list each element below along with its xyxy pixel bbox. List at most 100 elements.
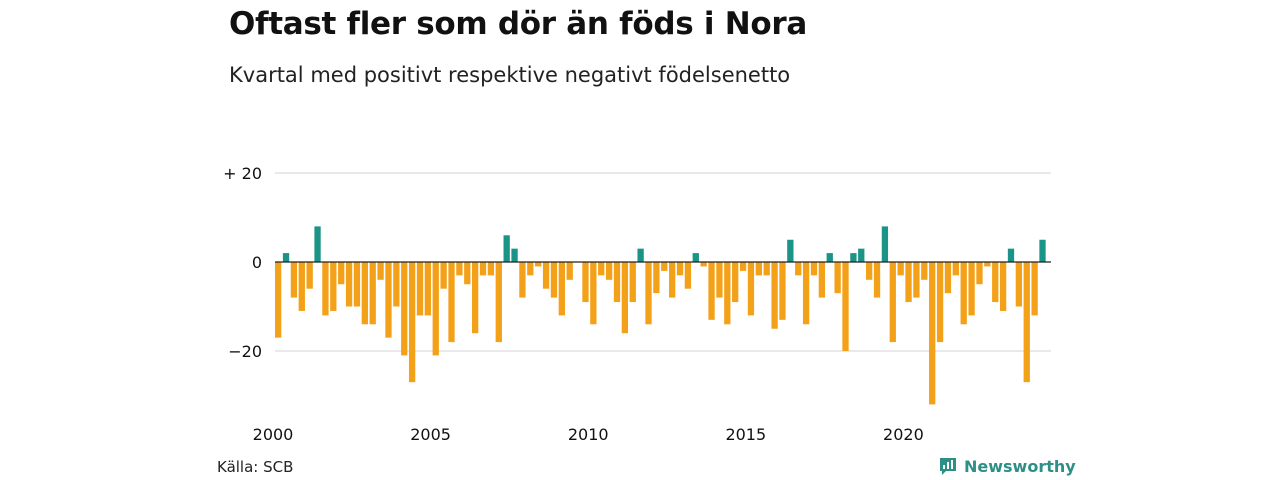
bar	[472, 262, 479, 334]
bar	[700, 262, 707, 267]
bar	[802, 262, 810, 325]
bar	[669, 262, 676, 298]
bar	[842, 262, 849, 351]
bar	[353, 262, 361, 307]
bar	[826, 253, 833, 262]
bar	[1031, 262, 1038, 316]
bar	[408, 262, 416, 383]
bar	[881, 226, 889, 262]
bar	[448, 262, 455, 343]
bar	[361, 262, 368, 325]
bar	[314, 226, 321, 262]
bar	[889, 262, 896, 343]
x-tick-label: 2005	[410, 425, 451, 444]
bar	[424, 262, 432, 316]
bar	[795, 262, 802, 276]
bar	[944, 262, 952, 294]
bar	[708, 262, 715, 320]
bar	[432, 262, 439, 356]
bar	[590, 262, 597, 325]
bar	[275, 262, 282, 338]
bar	[582, 262, 589, 303]
y-tick-label: + 20	[223, 164, 262, 183]
x-tick-label: 2020	[883, 425, 924, 444]
bar	[661, 262, 668, 271]
bar	[377, 262, 384, 280]
bar	[393, 262, 400, 307]
bar	[503, 235, 510, 262]
bar	[306, 262, 313, 289]
bar	[960, 262, 967, 325]
bar	[787, 239, 794, 262]
bar	[535, 262, 542, 267]
source-note: Källa: SCB	[217, 458, 294, 476]
bar	[645, 262, 652, 325]
bar	[984, 262, 991, 267]
bar	[456, 262, 463, 276]
bar	[732, 262, 739, 303]
bar	[873, 262, 881, 298]
chart-subtitle: Kvartal med positivt respektive negativt…	[229, 63, 791, 87]
bar	[322, 262, 329, 316]
bar	[416, 262, 424, 316]
bar	[897, 262, 904, 276]
bar	[1039, 239, 1046, 262]
chart-title: Oftast fler som dör än föds i Nora	[229, 6, 807, 42]
bar	[999, 262, 1007, 311]
bar	[810, 262, 818, 276]
bar	[1023, 262, 1030, 383]
bar	[330, 262, 337, 311]
bar	[542, 262, 550, 289]
bar	[913, 262, 920, 298]
bar	[739, 262, 747, 271]
bar	[1015, 262, 1023, 307]
bar	[385, 262, 392, 338]
bar	[684, 262, 692, 289]
bar	[976, 262, 983, 285]
bar	[637, 248, 644, 262]
bar	[834, 262, 841, 294]
bar	[921, 262, 928, 280]
bar	[755, 262, 762, 276]
y-tick-label: 0	[252, 253, 262, 272]
bar	[401, 262, 408, 356]
bar	[369, 262, 376, 325]
bar	[605, 262, 613, 280]
bar	[936, 262, 944, 343]
bar	[858, 248, 865, 262]
bar	[550, 262, 558, 298]
bar	[818, 262, 826, 298]
bar	[519, 262, 526, 298]
x-tick-label: 2010	[568, 425, 609, 444]
bar	[747, 262, 755, 316]
bar	[779, 262, 786, 320]
bar	[613, 262, 621, 303]
bar	[527, 262, 534, 276]
bar	[598, 262, 605, 276]
bar	[298, 262, 305, 311]
bar	[653, 262, 660, 294]
x-tick-label: 2015	[725, 425, 766, 444]
bar	[992, 262, 999, 303]
bar	[345, 262, 353, 307]
bar	[282, 253, 290, 262]
bar	[771, 262, 778, 329]
brand-name: Newsworthy	[964, 456, 1076, 476]
bar	[558, 262, 565, 316]
newsworthy-logo-icon	[940, 458, 956, 475]
bar	[621, 262, 629, 334]
x-tick-label: 2000	[253, 425, 294, 444]
bar	[676, 262, 684, 276]
bar	[850, 253, 857, 262]
newsworthy-logo[interactable]: Newsworthy	[938, 456, 1076, 476]
bar	[724, 262, 731, 325]
bar	[566, 262, 573, 280]
bar	[716, 262, 723, 298]
bar	[479, 262, 487, 276]
bar	[1007, 248, 1015, 262]
bar	[952, 262, 959, 276]
bar	[968, 262, 975, 316]
bar	[929, 262, 936, 405]
bar	[440, 262, 447, 289]
y-tick-label: −20	[228, 342, 262, 361]
